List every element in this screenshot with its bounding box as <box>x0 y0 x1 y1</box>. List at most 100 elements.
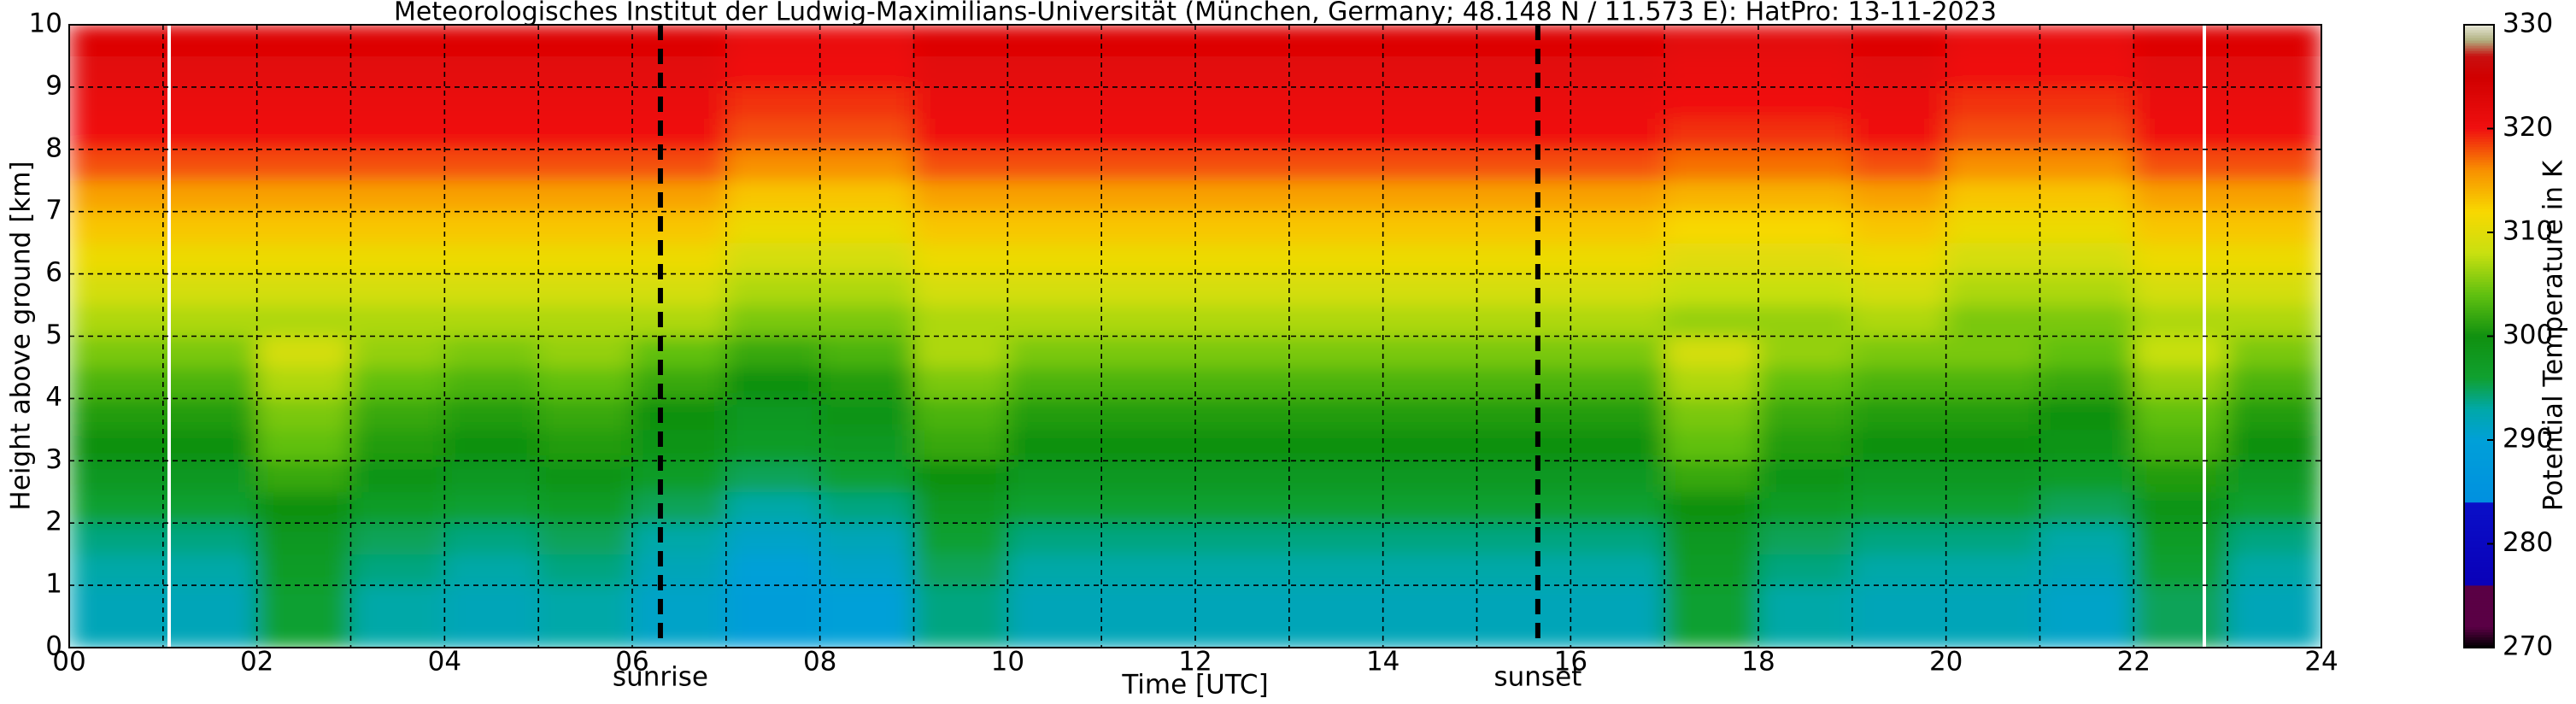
heatmap-cell <box>1757 584 1853 618</box>
colorbar-segment <box>2464 234 2494 238</box>
heatmap-cell <box>69 55 164 88</box>
x-tick-label: 24 <box>2304 647 2338 678</box>
heatmap-cell <box>1006 554 1102 586</box>
heatmap-cell <box>443 117 539 150</box>
colorbar-segment <box>2464 471 2494 474</box>
heatmap-cell <box>69 429 164 461</box>
heatmap-cell <box>1476 584 1571 618</box>
colorbar-segment <box>2464 626 2494 631</box>
heatmap-cell <box>1757 86 1853 119</box>
colorbar-segment <box>2464 579 2494 584</box>
heatmap-cell <box>1382 55 1477 88</box>
heatmap-cell <box>725 242 821 275</box>
heatmap-cell <box>913 211 1008 243</box>
heatmap-cell <box>631 616 727 648</box>
heatmap-cell <box>69 397 164 431</box>
colorbar-segment <box>2464 120 2494 124</box>
heatmap-cell <box>1570 86 1665 119</box>
heatmap-cell <box>913 86 1008 119</box>
heatmap-cell <box>1382 242 1477 275</box>
colorbar-segment <box>2464 299 2494 303</box>
heatmap-cell <box>1664 336 1759 368</box>
colorbar-segment <box>2464 182 2494 186</box>
colorbar-segment <box>2464 442 2494 446</box>
colorbar-segment <box>2464 595 2494 599</box>
heatmap-cell <box>256 429 351 461</box>
heatmap-cell <box>2039 584 2134 618</box>
heatmap-cell <box>2227 55 2321 88</box>
heatmap-cell <box>1664 242 1759 275</box>
colorbar-segment <box>2464 146 2494 150</box>
heatmap-cell <box>1476 55 1571 88</box>
heatmap-cell <box>69 336 164 368</box>
colorbar-segment <box>2464 613 2494 617</box>
heatmap-cell <box>1664 554 1759 586</box>
colorbar-segment <box>2464 364 2494 368</box>
heatmap-cell <box>443 397 539 431</box>
heatmap-cell <box>1194 211 1290 243</box>
heatmap-cell <box>2227 491 2321 524</box>
heatmap-cell <box>537 554 633 586</box>
heatmap-cell <box>913 55 1008 88</box>
heatmap-cell <box>1382 554 1477 586</box>
heatmap-cell <box>537 149 633 181</box>
heatmap-cell <box>2227 522 2321 555</box>
heatmap-cell <box>725 554 821 586</box>
heatmap-cell <box>1476 554 1571 586</box>
colorbar-segment <box>2464 24 2494 28</box>
heatmap-cell <box>819 86 914 119</box>
colorbar-segment <box>2464 601 2494 604</box>
colorbar-segment <box>2464 341 2494 344</box>
heatmap-cell <box>1382 429 1477 461</box>
colorbar-segment <box>2464 266 2494 269</box>
colorbar-segment <box>2464 151 2494 155</box>
heatmap-cell <box>1664 179 1759 213</box>
heatmap-cell <box>819 397 914 431</box>
heatmap-cell <box>537 273 633 306</box>
heatmap-cell <box>631 367 727 399</box>
colorbar-segment <box>2464 455 2494 459</box>
colorbar-segment <box>2464 478 2494 482</box>
heatmap-cell <box>1757 491 1853 524</box>
heatmap-cell <box>69 367 164 399</box>
heatmap-cell <box>162 149 258 181</box>
colorbar-segment <box>2464 247 2494 251</box>
heatmap-cell <box>631 55 727 88</box>
colorbar-segment <box>2464 37 2494 41</box>
heatmap-cell <box>1100 25 1196 56</box>
colorbar-segment <box>2464 447 2494 451</box>
heatmap-cell <box>2039 55 2134 88</box>
heatmap-cell <box>819 367 914 399</box>
heatmap-cell <box>1194 55 1290 88</box>
heatmap-cell <box>1851 429 1947 461</box>
colorbar-segment <box>2464 382 2494 386</box>
heatmap-cell <box>1288 211 1384 243</box>
colorbar-segment <box>2464 156 2494 161</box>
heatmap-cell <box>1100 211 1196 243</box>
heatmap-cell <box>1006 55 1102 88</box>
heatmap-cell <box>1476 179 1571 213</box>
heatmap-cell <box>913 554 1008 586</box>
heatmap-cell <box>2227 304 2321 337</box>
heatmap-cell <box>1945 149 2040 181</box>
colorbar-segment <box>2464 377 2494 381</box>
colorbar-segment <box>2464 338 2494 342</box>
colorbar-segment <box>2464 73 2494 78</box>
heatmap-cell <box>1476 336 1571 368</box>
heatmap-cell <box>2039 273 2134 306</box>
colorbar-segment <box>2464 253 2494 256</box>
y-tick-label: 5 <box>45 320 62 350</box>
colorbar-segment <box>2464 172 2494 176</box>
colorbar-segment <box>2464 312 2494 316</box>
colorbar-segment <box>2464 421 2494 425</box>
heatmap-cell <box>1664 25 1759 56</box>
heatmap-cell <box>913 584 1008 618</box>
y-tick-label: 9 <box>45 70 62 101</box>
heatmap-cell <box>725 273 821 306</box>
heatmap-cell <box>537 367 633 399</box>
heatmap-cell <box>1100 86 1196 119</box>
heatmap-cell <box>256 584 351 618</box>
heatmap-cell <box>1757 211 1853 243</box>
colorbar-segment <box>2464 273 2494 277</box>
heatmap-cell <box>819 616 914 648</box>
